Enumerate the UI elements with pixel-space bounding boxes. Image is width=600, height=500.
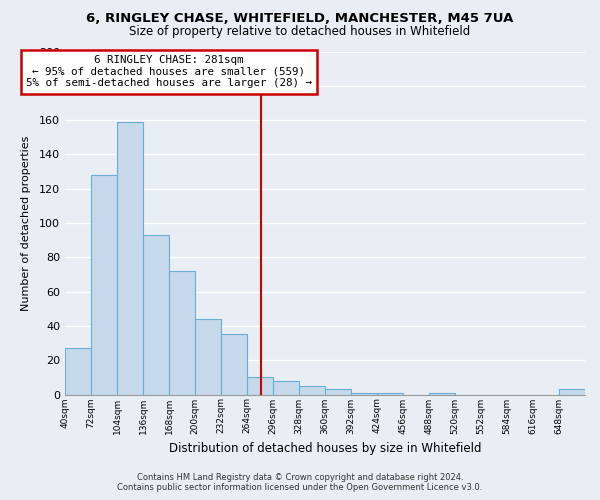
Text: Size of property relative to detached houses in Whitefield: Size of property relative to detached ho…: [130, 25, 470, 38]
Bar: [377, 393, 403, 394]
Bar: [247, 378, 273, 394]
Bar: [559, 390, 585, 394]
Bar: [429, 393, 455, 394]
Bar: [299, 386, 325, 394]
Bar: [143, 235, 169, 394]
Bar: [273, 381, 299, 394]
Bar: [117, 122, 143, 394]
Text: Contains HM Land Registry data © Crown copyright and database right 2024.
Contai: Contains HM Land Registry data © Crown c…: [118, 473, 482, 492]
Bar: [325, 390, 351, 394]
X-axis label: Distribution of detached houses by size in Whitefield: Distribution of detached houses by size …: [169, 442, 481, 455]
Bar: [91, 175, 117, 394]
Text: 6 RINGLEY CHASE: 281sqm
← 95% of detached houses are smaller (559)
5% of semi-de: 6 RINGLEY CHASE: 281sqm ← 95% of detache…: [26, 55, 312, 88]
Text: 6, RINGLEY CHASE, WHITEFIELD, MANCHESTER, M45 7UA: 6, RINGLEY CHASE, WHITEFIELD, MANCHESTER…: [86, 12, 514, 26]
Bar: [169, 271, 195, 394]
Bar: [221, 334, 247, 394]
Bar: [195, 319, 221, 394]
Y-axis label: Number of detached properties: Number of detached properties: [20, 136, 31, 310]
Bar: [351, 393, 377, 394]
Bar: [65, 348, 91, 395]
